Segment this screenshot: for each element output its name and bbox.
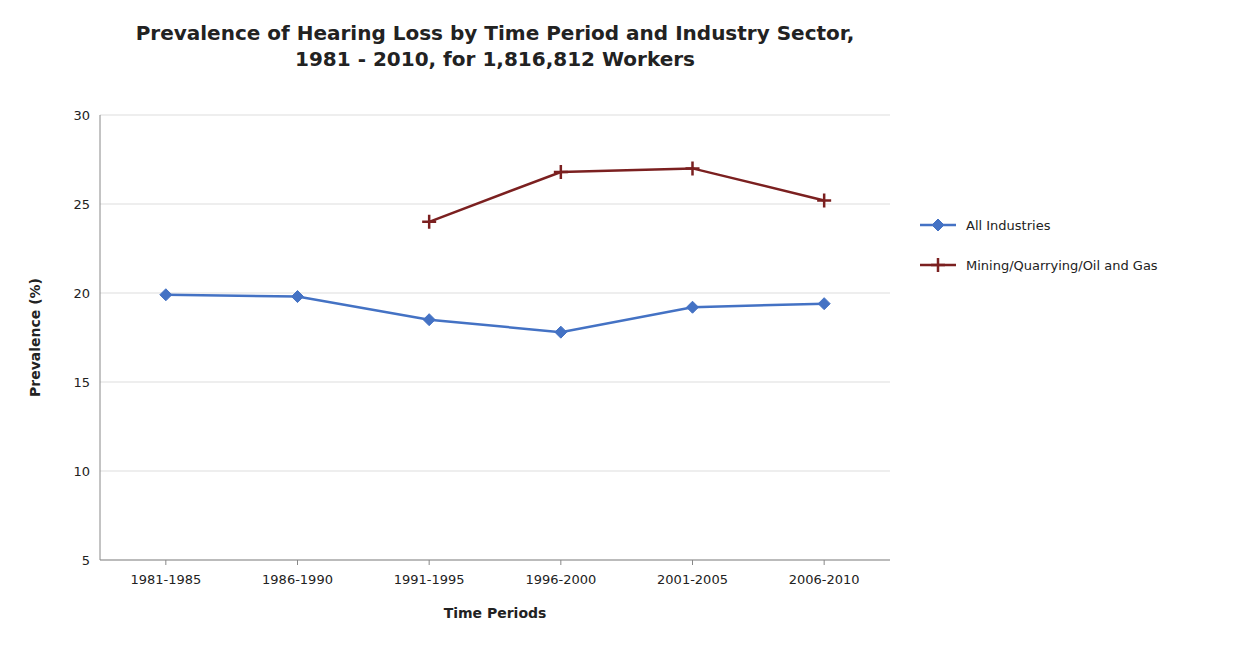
y-axis-line (100, 115, 101, 560)
y-tick-label: 25 (73, 197, 90, 212)
point-marker (160, 289, 172, 301)
grid (100, 115, 890, 560)
x-tick (165, 560, 166, 565)
legend-symbol (932, 219, 944, 231)
grid-line (100, 293, 890, 294)
grid-line (100, 382, 890, 383)
y-tick-label: 10 (73, 464, 90, 479)
x-tick-label: 1986-1990 (262, 572, 333, 587)
title: Prevalence of Hearing Loss by Time Perio… (136, 21, 855, 71)
grid-line (100, 560, 890, 561)
x-tick (429, 560, 430, 565)
x-tick (297, 560, 298, 565)
point-marker (818, 298, 830, 310)
x-axis-label: Time Periods (444, 605, 547, 621)
point-marker (554, 165, 568, 179)
marks (160, 161, 831, 338)
x-tick (692, 560, 693, 565)
y-tick-label: 20 (73, 286, 90, 301)
y-axis-label: Prevalence (%) (27, 278, 43, 397)
legend-label: All Industries (966, 218, 1051, 233)
legend-marker (932, 219, 944, 231)
x-tick-label: 1981-1985 (130, 572, 201, 587)
legend-marker (931, 258, 945, 272)
point-marker (687, 301, 699, 313)
legend-label: Mining/Quarrying/Oil and Gas (966, 258, 1158, 273)
x-tick-label: 2006-2010 (789, 572, 860, 587)
chart-svg: Prevalence of Hearing Loss by Time Perio… (0, 0, 1245, 662)
grid-line (100, 204, 890, 205)
chart-container: Prevalence of Hearing Loss by Time Perio… (0, 0, 1245, 662)
point-marker (423, 314, 435, 326)
point-marker (686, 161, 700, 175)
x-tick-label: 1991-1995 (394, 572, 465, 587)
series-line (429, 168, 824, 221)
grid-line (100, 115, 890, 116)
point-marker (817, 193, 831, 207)
point-marker (292, 291, 304, 303)
grid-line (100, 471, 890, 472)
series (160, 289, 830, 338)
x-tick (560, 560, 561, 565)
legend: All Industries Mining/Quarrying/Oil and G… (920, 218, 1158, 273)
legend-symbol (931, 258, 945, 272)
point-marker (555, 326, 567, 338)
x-tick (824, 560, 825, 565)
title-line: Prevalence of Hearing Loss by Time Perio… (136, 21, 855, 45)
y-tick-label: 5 (82, 553, 90, 568)
y-tick-label: 15 (73, 375, 90, 390)
series-line (166, 295, 824, 332)
x-axis-line (100, 560, 890, 561)
y-tick-label: 30 (73, 108, 90, 123)
series (422, 161, 831, 228)
title-line: 1981 - 2010, for 1,816,812 Workers (295, 47, 695, 71)
x-tick-label: 1996-2000 (525, 572, 596, 587)
x-tick-label: 2001-2005 (657, 572, 728, 587)
point-marker (422, 215, 436, 229)
